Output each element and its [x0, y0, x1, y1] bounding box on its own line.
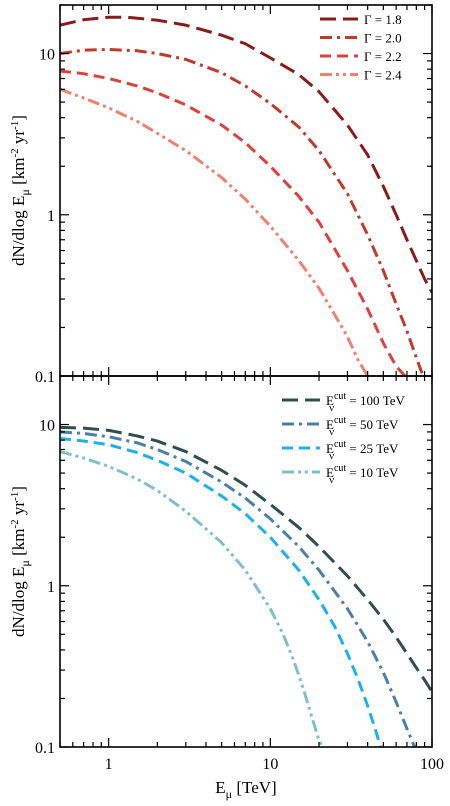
panel-bottom: 0.1 1 10 1 10 100 dN/dlog Eμ [km-2 yr-1] Eμ [Te…	[9, 376, 444, 801]
y-tick-label: 10	[39, 418, 55, 435]
series-line-3	[60, 71, 405, 376]
panel-top: 0.1 1 10 dN/dlog Eμ [km-2 yr-1] Γ = 1.8 Γ = 2…	[9, 5, 432, 386]
y-tick-label: 0.1	[35, 740, 55, 757]
y-tick-label: 1	[47, 208, 55, 225]
legend-label-4: Ecut ν = 10 TeV	[326, 463, 399, 486]
legend-label-3: Γ = 2.2	[364, 49, 402, 64]
legend-label-4: Γ = 2.4	[364, 68, 402, 83]
legend-label-2: Ecut ν = 50 TeV	[326, 415, 399, 438]
y-tick-label: 0.1	[35, 369, 55, 386]
x-tick-label: 1	[105, 756, 113, 773]
legend-label-1: Ecut ν = 100 TeV	[326, 391, 406, 414]
y-tick-label: 10	[39, 47, 55, 64]
legend: Γ = 1.8 Γ = 2.0 Γ = 2.2 Γ = 2.4	[320, 12, 402, 83]
y-axis-title: dN/dlog Eμ [km-2 yr-1]	[9, 115, 32, 266]
series-line-4	[60, 89, 368, 376]
y-tick-label: 1	[47, 579, 55, 596]
y-axis-title: dN/dlog Eμ [km-2 yr-1]	[9, 486, 32, 637]
legend-label-1: Γ = 1.8	[364, 12, 402, 27]
legend-label-3: Ecut ν = 25 TeV	[326, 439, 399, 462]
x-tick-label: 10	[262, 756, 278, 773]
x-tick-label: 100	[420, 756, 444, 773]
series-line-2	[60, 49, 423, 376]
legend-label-2: Γ = 2.0	[364, 31, 402, 46]
x-axis-title: Eμ [TeV]	[215, 778, 276, 801]
series-line-4	[60, 452, 322, 747]
